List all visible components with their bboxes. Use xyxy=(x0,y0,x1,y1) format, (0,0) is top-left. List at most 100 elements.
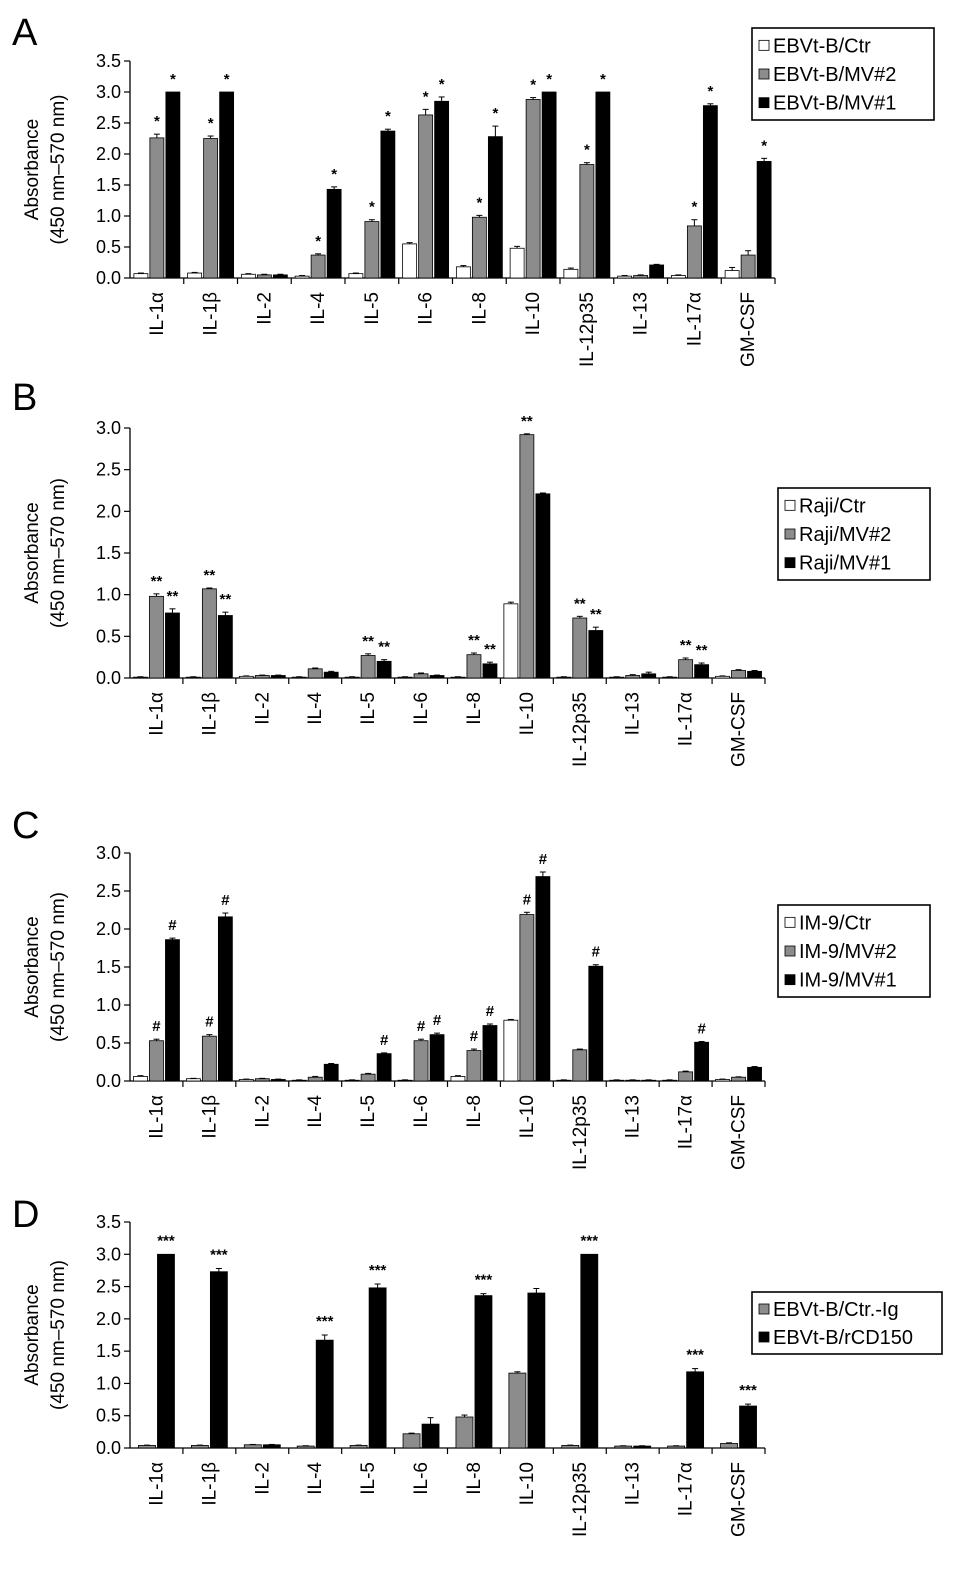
y-tick-label: 3.0 xyxy=(96,843,121,863)
legend-swatch xyxy=(758,68,770,80)
x-tick-label: IL-2 xyxy=(254,292,275,325)
bar xyxy=(747,1066,762,1082)
legend-box xyxy=(751,27,935,121)
bar xyxy=(323,671,339,679)
significance-mark: # xyxy=(380,1032,389,1049)
legend-entry: Raji/MV#2 xyxy=(799,524,891,546)
significance-mark: # xyxy=(168,917,177,934)
bar xyxy=(217,916,233,1082)
significance-mark: ** xyxy=(220,591,232,608)
bar xyxy=(588,965,604,1082)
significance-mark: # xyxy=(433,1012,442,1029)
bar xyxy=(609,676,625,679)
legend: EBVt-B/Ctr EBVt-B/MV#2 EBVt-B/MV#1 xyxy=(751,27,935,121)
bar xyxy=(165,939,180,1082)
bar xyxy=(307,668,323,679)
significance-mark: * xyxy=(707,83,713,100)
significance-mark: ** xyxy=(574,595,586,612)
bar xyxy=(397,676,413,679)
x-tick-label: IL-10 xyxy=(517,1462,538,1505)
legend-swatch xyxy=(784,916,796,928)
bar xyxy=(413,673,429,679)
y-tick-label: 2.0 xyxy=(96,1309,121,1329)
bar xyxy=(740,254,756,279)
bar xyxy=(238,675,254,679)
bar xyxy=(678,659,694,679)
bar xyxy=(450,676,466,679)
legend-swatch xyxy=(758,97,770,109)
bar xyxy=(434,100,450,279)
bar xyxy=(133,1076,148,1082)
x-tick-label: IL-17α xyxy=(676,1095,697,1149)
y-axis-label-line2: (450 nm–570 nm) xyxy=(48,478,69,628)
y-tick-label: 1.5 xyxy=(96,543,121,563)
bar xyxy=(368,1287,387,1449)
bar xyxy=(503,603,519,679)
significance-mark: # xyxy=(539,851,548,868)
significance-mark: * xyxy=(154,113,160,130)
bar xyxy=(649,264,665,279)
bar xyxy=(633,275,649,279)
y-tick-label: 1.0 xyxy=(96,1373,121,1393)
legend-box xyxy=(777,487,931,581)
y-axis-label-line1: Absorbance xyxy=(22,502,43,603)
x-tick-label: IL-2 xyxy=(252,692,273,725)
significance-mark: *** xyxy=(686,1347,704,1364)
bar xyxy=(376,660,392,679)
bar xyxy=(686,1371,705,1449)
bar xyxy=(519,914,535,1082)
bar xyxy=(133,273,149,279)
significance-mark: ** xyxy=(151,573,163,590)
bar xyxy=(482,663,498,679)
bar xyxy=(402,1433,421,1449)
bar xyxy=(203,138,219,279)
legend-swatch xyxy=(758,1331,770,1343)
x-tick-label: IL-1α xyxy=(146,692,167,736)
bar xyxy=(572,617,588,679)
x-tick-label: IL-2 xyxy=(252,1462,273,1495)
bar xyxy=(556,676,572,679)
significance-mark: * xyxy=(423,88,429,105)
legend-entry: EBVt-B/rCD150 xyxy=(773,1327,913,1349)
x-tick-label: IL-8 xyxy=(464,692,485,725)
bar xyxy=(617,275,633,279)
x-tick-label: IL-4 xyxy=(305,1095,326,1128)
panel-letter: C xyxy=(12,805,39,847)
significance-mark: * xyxy=(170,71,176,88)
significance-mark: * xyxy=(584,142,590,159)
bar xyxy=(344,676,360,679)
bar xyxy=(240,273,256,279)
x-tick-label: IL-5 xyxy=(362,292,383,325)
bar xyxy=(487,136,503,279)
bar xyxy=(238,1079,254,1082)
significance-mark: *** xyxy=(739,1382,757,1399)
significance-mark: *** xyxy=(475,1272,493,1289)
bar xyxy=(535,876,551,1082)
significance-mark: * xyxy=(761,137,767,154)
significance-mark: * xyxy=(331,166,337,183)
significance-mark: # xyxy=(486,1003,495,1020)
x-tick-label: IL-6 xyxy=(411,1462,432,1495)
bar xyxy=(455,266,471,279)
x-tick-label: IL-4 xyxy=(308,292,329,325)
bar xyxy=(702,105,718,279)
bar xyxy=(579,164,595,279)
legend-entry: IM-9/Ctr xyxy=(799,912,872,934)
bar xyxy=(185,676,201,679)
x-tick-label: IL-1β xyxy=(199,1462,220,1506)
y-tick-label: 2.5 xyxy=(96,1277,121,1297)
x-tick-label: IL-2 xyxy=(252,1095,273,1128)
y-axis-label-line2: (450 nm–570 nm) xyxy=(48,892,69,1042)
y-tick-label: 0.5 xyxy=(96,1406,121,1426)
bar xyxy=(678,1071,694,1082)
bar xyxy=(219,91,235,279)
significance-mark: ** xyxy=(362,633,374,650)
bar xyxy=(315,1339,334,1449)
bar xyxy=(595,91,611,279)
significance-mark: *** xyxy=(210,1246,228,1263)
bar xyxy=(310,254,326,279)
significance-mark: ** xyxy=(521,413,533,430)
bar xyxy=(323,1063,339,1082)
x-tick-label: GM-CSF xyxy=(729,1095,750,1170)
bar xyxy=(254,1078,270,1082)
